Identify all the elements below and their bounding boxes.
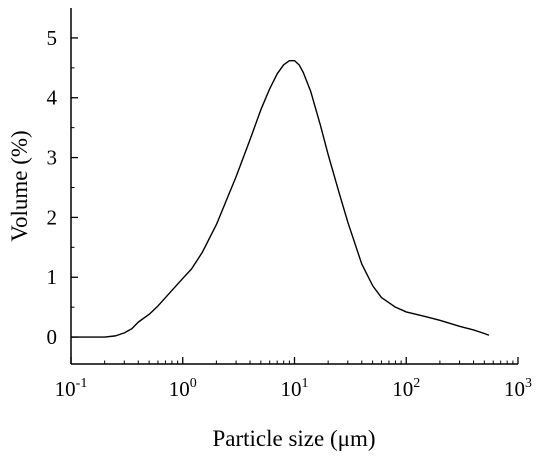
x-tick-label: 103 <box>504 376 532 401</box>
y-tick-label: 5 <box>47 26 58 50</box>
x-tick-label: 100 <box>169 376 197 401</box>
y-tick-label: 4 <box>47 86 58 110</box>
tick-labels: 10-1 100 101 102 103 0 1 2 3 4 5 <box>47 26 533 401</box>
x-tick-label: 10-1 <box>55 376 88 401</box>
x-tick-label: 101 <box>281 376 309 401</box>
ticks <box>70 37 519 364</box>
x-axis-label: Particle size (μm) <box>212 426 375 451</box>
y-tick-label: 3 <box>47 146 58 170</box>
y-tick-label: 2 <box>47 205 58 229</box>
volume-distribution-line <box>71 59 490 338</box>
y-tick-label: 1 <box>47 265 58 289</box>
y-axis-label: Volume (%) <box>7 130 32 241</box>
y-tick-label: 0 <box>47 325 58 349</box>
x-tick-label: 102 <box>392 376 420 401</box>
